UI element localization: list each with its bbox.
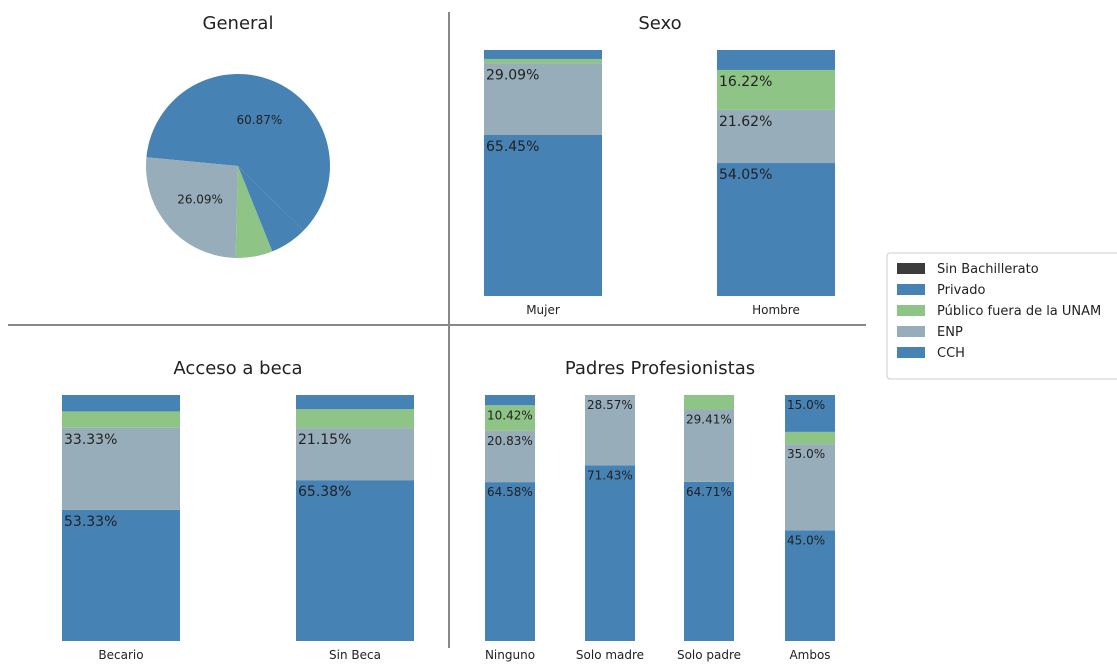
bar-value-label: 53.33%: [64, 514, 117, 530]
bar-segment: [684, 409, 734, 482]
bar-segment: [785, 444, 835, 531]
pie-slice: [146, 74, 330, 231]
bar-value-label: 28.57%: [587, 398, 633, 412]
legend-swatch: [897, 347, 925, 358]
bar-segment: [785, 395, 835, 432]
legend-swatch: [897, 305, 925, 316]
legend-swatch: [897, 263, 925, 274]
panel-acceso-beca: Acceso a beca 53.33% 33.33% Becario 65.38% 2…: [62, 358, 414, 662]
bar-segment: [684, 395, 734, 410]
category-tick-label: Hombre: [752, 303, 800, 317]
bar-segment: [484, 50, 602, 59]
panel-title: Sexo: [638, 13, 681, 34]
bar-segment: [585, 395, 635, 466]
bar-segment: [585, 465, 635, 641]
category-tick-label: Sin Beca: [329, 648, 381, 662]
panel-padres-profesionistas: Padres Profesionistas 64.58% 20.83% 10.42%…: [485, 358, 835, 662]
bar-segment: [684, 481, 734, 641]
panel-title: Acceso a beca: [173, 358, 302, 379]
category-tick-label: Ninguno: [485, 648, 535, 662]
legend-swatch: [897, 284, 925, 295]
legend-label: Público fuera de la UNAM: [937, 304, 1101, 319]
legend-swatch: [897, 326, 925, 337]
legend-label: CCH: [937, 346, 965, 361]
bar-segment: [62, 509, 180, 641]
bar-segment: [296, 480, 414, 641]
bar-value-label: 15.0%: [787, 398, 825, 412]
legend-label: Sin Bachillerato: [937, 262, 1039, 277]
bar-segment: [62, 411, 180, 428]
bar-segment: [485, 430, 535, 483]
bar-segment: [296, 428, 414, 481]
bar-segment: [717, 109, 835, 164]
category-tick-label: Solo padre: [677, 648, 741, 662]
category-tick-label: Mujer: [526, 303, 560, 317]
bar-value-label: 65.38%: [298, 484, 351, 500]
bar-value-label: 45.0%: [787, 533, 825, 547]
bar-segment: [717, 50, 835, 70]
bar-segment: [484, 63, 602, 135]
bar-value-label: 33.33%: [64, 432, 117, 448]
bar-segment: [717, 163, 835, 296]
bar-segment: [717, 69, 835, 110]
bar-value-label: 21.15%: [298, 432, 351, 448]
legend-frame: [886, 252, 1117, 380]
legend: Sin Bachillerato Privado Público fuera de …: [886, 252, 1117, 380]
pie-slice: [146, 157, 238, 258]
bar-value-label: 29.09%: [486, 67, 539, 83]
bar-segment: [296, 395, 414, 410]
bar-value-label: 16.22%: [719, 74, 772, 90]
bar-value-label: 29.41%: [686, 412, 732, 426]
bar-segment: [485, 405, 535, 431]
category-tick-label: Becario: [98, 648, 143, 662]
bar-segment: [62, 395, 180, 412]
bar-value-label: 65.45%: [486, 139, 539, 155]
bar-value-label: 10.42%: [487, 408, 533, 422]
bar-segment: [485, 482, 535, 641]
bar-segment: [785, 530, 835, 641]
panel-general: General 60.87% 26.09%: [146, 13, 330, 258]
bar-segment: [484, 58, 602, 64]
pie-slice-label: 26.09%: [177, 193, 223, 207]
bar-segment: [785, 431, 835, 445]
panel-sexo: Sexo 65.45% 29.09% Mujer 54.05% 21.62% 16.22%…: [484, 13, 835, 317]
bar-value-label: 71.43%: [587, 468, 633, 482]
bar-segment: [62, 427, 180, 510]
bar-value-label: 64.58%: [487, 485, 533, 499]
bar-segment: [296, 409, 414, 429]
panel-title: General: [203, 13, 274, 34]
category-tick-label: Solo madre: [576, 648, 644, 662]
legend-label: ENP: [937, 325, 963, 340]
category-tick-label: Ambos: [789, 648, 830, 662]
pie-slice: [238, 166, 304, 252]
bar-value-label: 20.83%: [487, 434, 533, 448]
bar-segment: [485, 395, 535, 406]
bar-segment: [484, 134, 602, 296]
panel-title: Padres Profesionistas: [565, 358, 755, 379]
bar-value-label: 54.05%: [719, 167, 772, 183]
legend-label: Privado: [937, 283, 985, 298]
pie-slice: [235, 166, 273, 258]
bar-value-label: 35.0%: [787, 447, 825, 461]
bar-value-label: 64.71%: [686, 485, 732, 499]
pie-slice-label: 60.87%: [237, 113, 283, 127]
bar-value-label: 21.62%: [719, 114, 772, 130]
